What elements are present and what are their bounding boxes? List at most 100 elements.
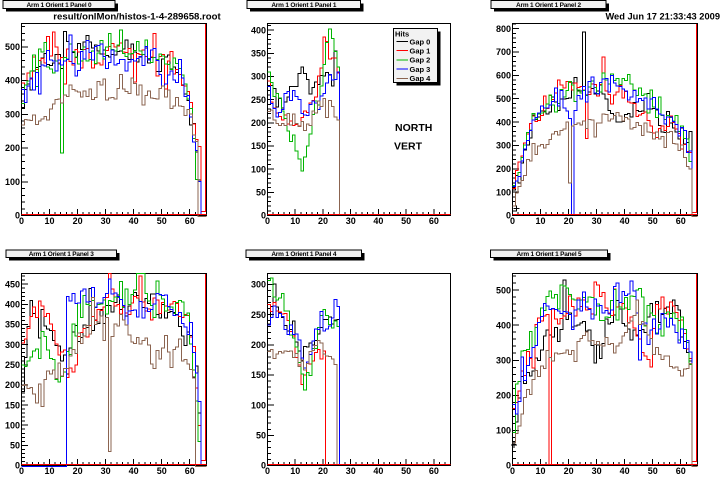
svg-text:30: 30 — [346, 216, 356, 226]
svg-text:10: 10 — [535, 466, 545, 474]
svg-text:350: 350 — [251, 49, 266, 59]
svg-text:300: 300 — [251, 72, 266, 82]
svg-text:50: 50 — [648, 466, 658, 474]
svg-text:450: 450 — [5, 279, 20, 289]
svg-text:50: 50 — [401, 466, 411, 474]
svg-text:Hits: Hits — [395, 30, 409, 39]
svg-text:Gap 3: Gap 3 — [410, 65, 431, 74]
svg-text:100: 100 — [5, 420, 20, 430]
svg-text:350: 350 — [5, 320, 20, 330]
svg-text:VERT: VERT — [394, 141, 423, 153]
svg-text:Gap 1: Gap 1 — [410, 47, 431, 56]
svg-text:300: 300 — [496, 141, 511, 151]
svg-text:500: 500 — [496, 285, 511, 295]
svg-text:Arm 1 Orient 1 Panel 1: Arm 1 Orient 1 Panel 1 — [271, 2, 337, 9]
svg-text:100: 100 — [5, 177, 20, 187]
svg-text:Arm 1 Orient 1 Panel 0: Arm 1 Orient 1 Panel 0 — [27, 2, 93, 9]
svg-text:150: 150 — [251, 370, 266, 380]
svg-text:100: 100 — [251, 400, 266, 410]
svg-text:50: 50 — [157, 466, 167, 474]
svg-text:40: 40 — [129, 216, 139, 226]
svg-text:40: 40 — [129, 466, 139, 474]
svg-text:300: 300 — [496, 356, 511, 366]
svg-text:400: 400 — [496, 117, 511, 127]
svg-text:20: 20 — [73, 216, 83, 226]
svg-text:40: 40 — [620, 216, 630, 226]
svg-text:400: 400 — [5, 300, 20, 310]
svg-text:800: 800 — [496, 24, 511, 34]
svg-text:200: 200 — [496, 391, 511, 401]
svg-text:50: 50 — [256, 431, 266, 441]
svg-text:400: 400 — [5, 76, 20, 86]
svg-text:50: 50 — [401, 216, 411, 226]
svg-text:Gap 4: Gap 4 — [410, 74, 432, 83]
svg-text:150: 150 — [251, 141, 266, 151]
svg-text:500: 500 — [5, 42, 20, 52]
svg-text:60: 60 — [676, 466, 686, 474]
svg-text:0: 0 — [15, 211, 20, 221]
svg-text:0: 0 — [265, 216, 270, 226]
svg-text:100: 100 — [496, 187, 511, 197]
svg-text:0: 0 — [506, 211, 511, 221]
svg-text:0: 0 — [510, 466, 515, 474]
svg-text:40: 40 — [373, 216, 383, 226]
svg-text:0: 0 — [265, 466, 270, 474]
svg-text:300: 300 — [5, 110, 20, 120]
svg-text:400: 400 — [251, 25, 266, 35]
svg-text:50: 50 — [157, 216, 167, 226]
svg-text:10: 10 — [44, 216, 54, 226]
svg-text:60: 60 — [185, 216, 195, 226]
svg-text:40: 40 — [373, 466, 383, 474]
svg-text:0: 0 — [506, 461, 511, 471]
svg-text:0: 0 — [261, 211, 266, 221]
svg-text:200: 200 — [251, 118, 266, 128]
svg-text:Arm 1 Orient 1 Panel 3: Arm 1 Orient 1 Panel 3 — [29, 251, 95, 258]
svg-text:200: 200 — [496, 164, 511, 174]
svg-text:600: 600 — [496, 71, 511, 81]
svg-text:Gap 2: Gap 2 — [410, 56, 431, 65]
svg-text:50: 50 — [256, 188, 266, 198]
svg-text:40: 40 — [620, 466, 630, 474]
svg-text:200: 200 — [251, 340, 266, 350]
svg-text:Wed Jun 17 21:33:43 2009: Wed Jun 17 21:33:43 2009 — [605, 12, 720, 22]
svg-text:50: 50 — [648, 216, 658, 226]
svg-text:NORTH: NORTH — [395, 122, 432, 134]
svg-text:Arm 1 Orient 1 Panel 2: Arm 1 Orient 1 Panel 2 — [516, 2, 582, 9]
svg-text:200: 200 — [5, 143, 20, 153]
svg-text:20: 20 — [318, 466, 328, 474]
svg-text:0: 0 — [261, 461, 266, 471]
svg-text:700: 700 — [496, 47, 511, 57]
svg-text:400: 400 — [496, 320, 511, 330]
svg-text:10: 10 — [290, 216, 300, 226]
svg-text:10: 10 — [290, 466, 300, 474]
svg-text:20: 20 — [564, 216, 574, 226]
svg-text:20: 20 — [564, 466, 574, 474]
svg-text:0: 0 — [19, 216, 24, 226]
svg-text:60: 60 — [429, 466, 439, 474]
svg-text:100: 100 — [251, 164, 266, 174]
svg-text:30: 30 — [346, 466, 356, 474]
svg-text:250: 250 — [5, 360, 20, 370]
svg-text:100: 100 — [496, 426, 511, 436]
svg-text:20: 20 — [73, 466, 83, 474]
svg-text:60: 60 — [676, 216, 686, 226]
svg-text:Arm 1 Orient 1 Panel 4: Arm 1 Orient 1 Panel 4 — [271, 251, 337, 258]
svg-text:Arm 1 Orient 1 Panel 5: Arm 1 Orient 1 Panel 5 — [517, 251, 583, 258]
svg-text:0: 0 — [510, 216, 515, 226]
svg-text:result/onlMon/histos-1-4-28965: result/onlMon/histos-1-4-289658.root — [53, 12, 221, 23]
svg-text:10: 10 — [44, 466, 54, 474]
svg-text:250: 250 — [251, 95, 266, 105]
svg-text:20: 20 — [318, 216, 328, 226]
svg-text:0: 0 — [15, 461, 20, 471]
svg-text:30: 30 — [101, 216, 111, 226]
svg-text:250: 250 — [251, 310, 266, 320]
svg-text:150: 150 — [5, 400, 20, 410]
svg-text:10: 10 — [535, 216, 545, 226]
svg-text:50: 50 — [10, 441, 20, 451]
svg-text:30: 30 — [101, 466, 111, 474]
svg-text:200: 200 — [5, 380, 20, 390]
svg-text:30: 30 — [592, 216, 602, 226]
svg-text:300: 300 — [5, 340, 20, 350]
svg-text:60: 60 — [185, 466, 195, 474]
svg-text:0: 0 — [19, 466, 24, 474]
